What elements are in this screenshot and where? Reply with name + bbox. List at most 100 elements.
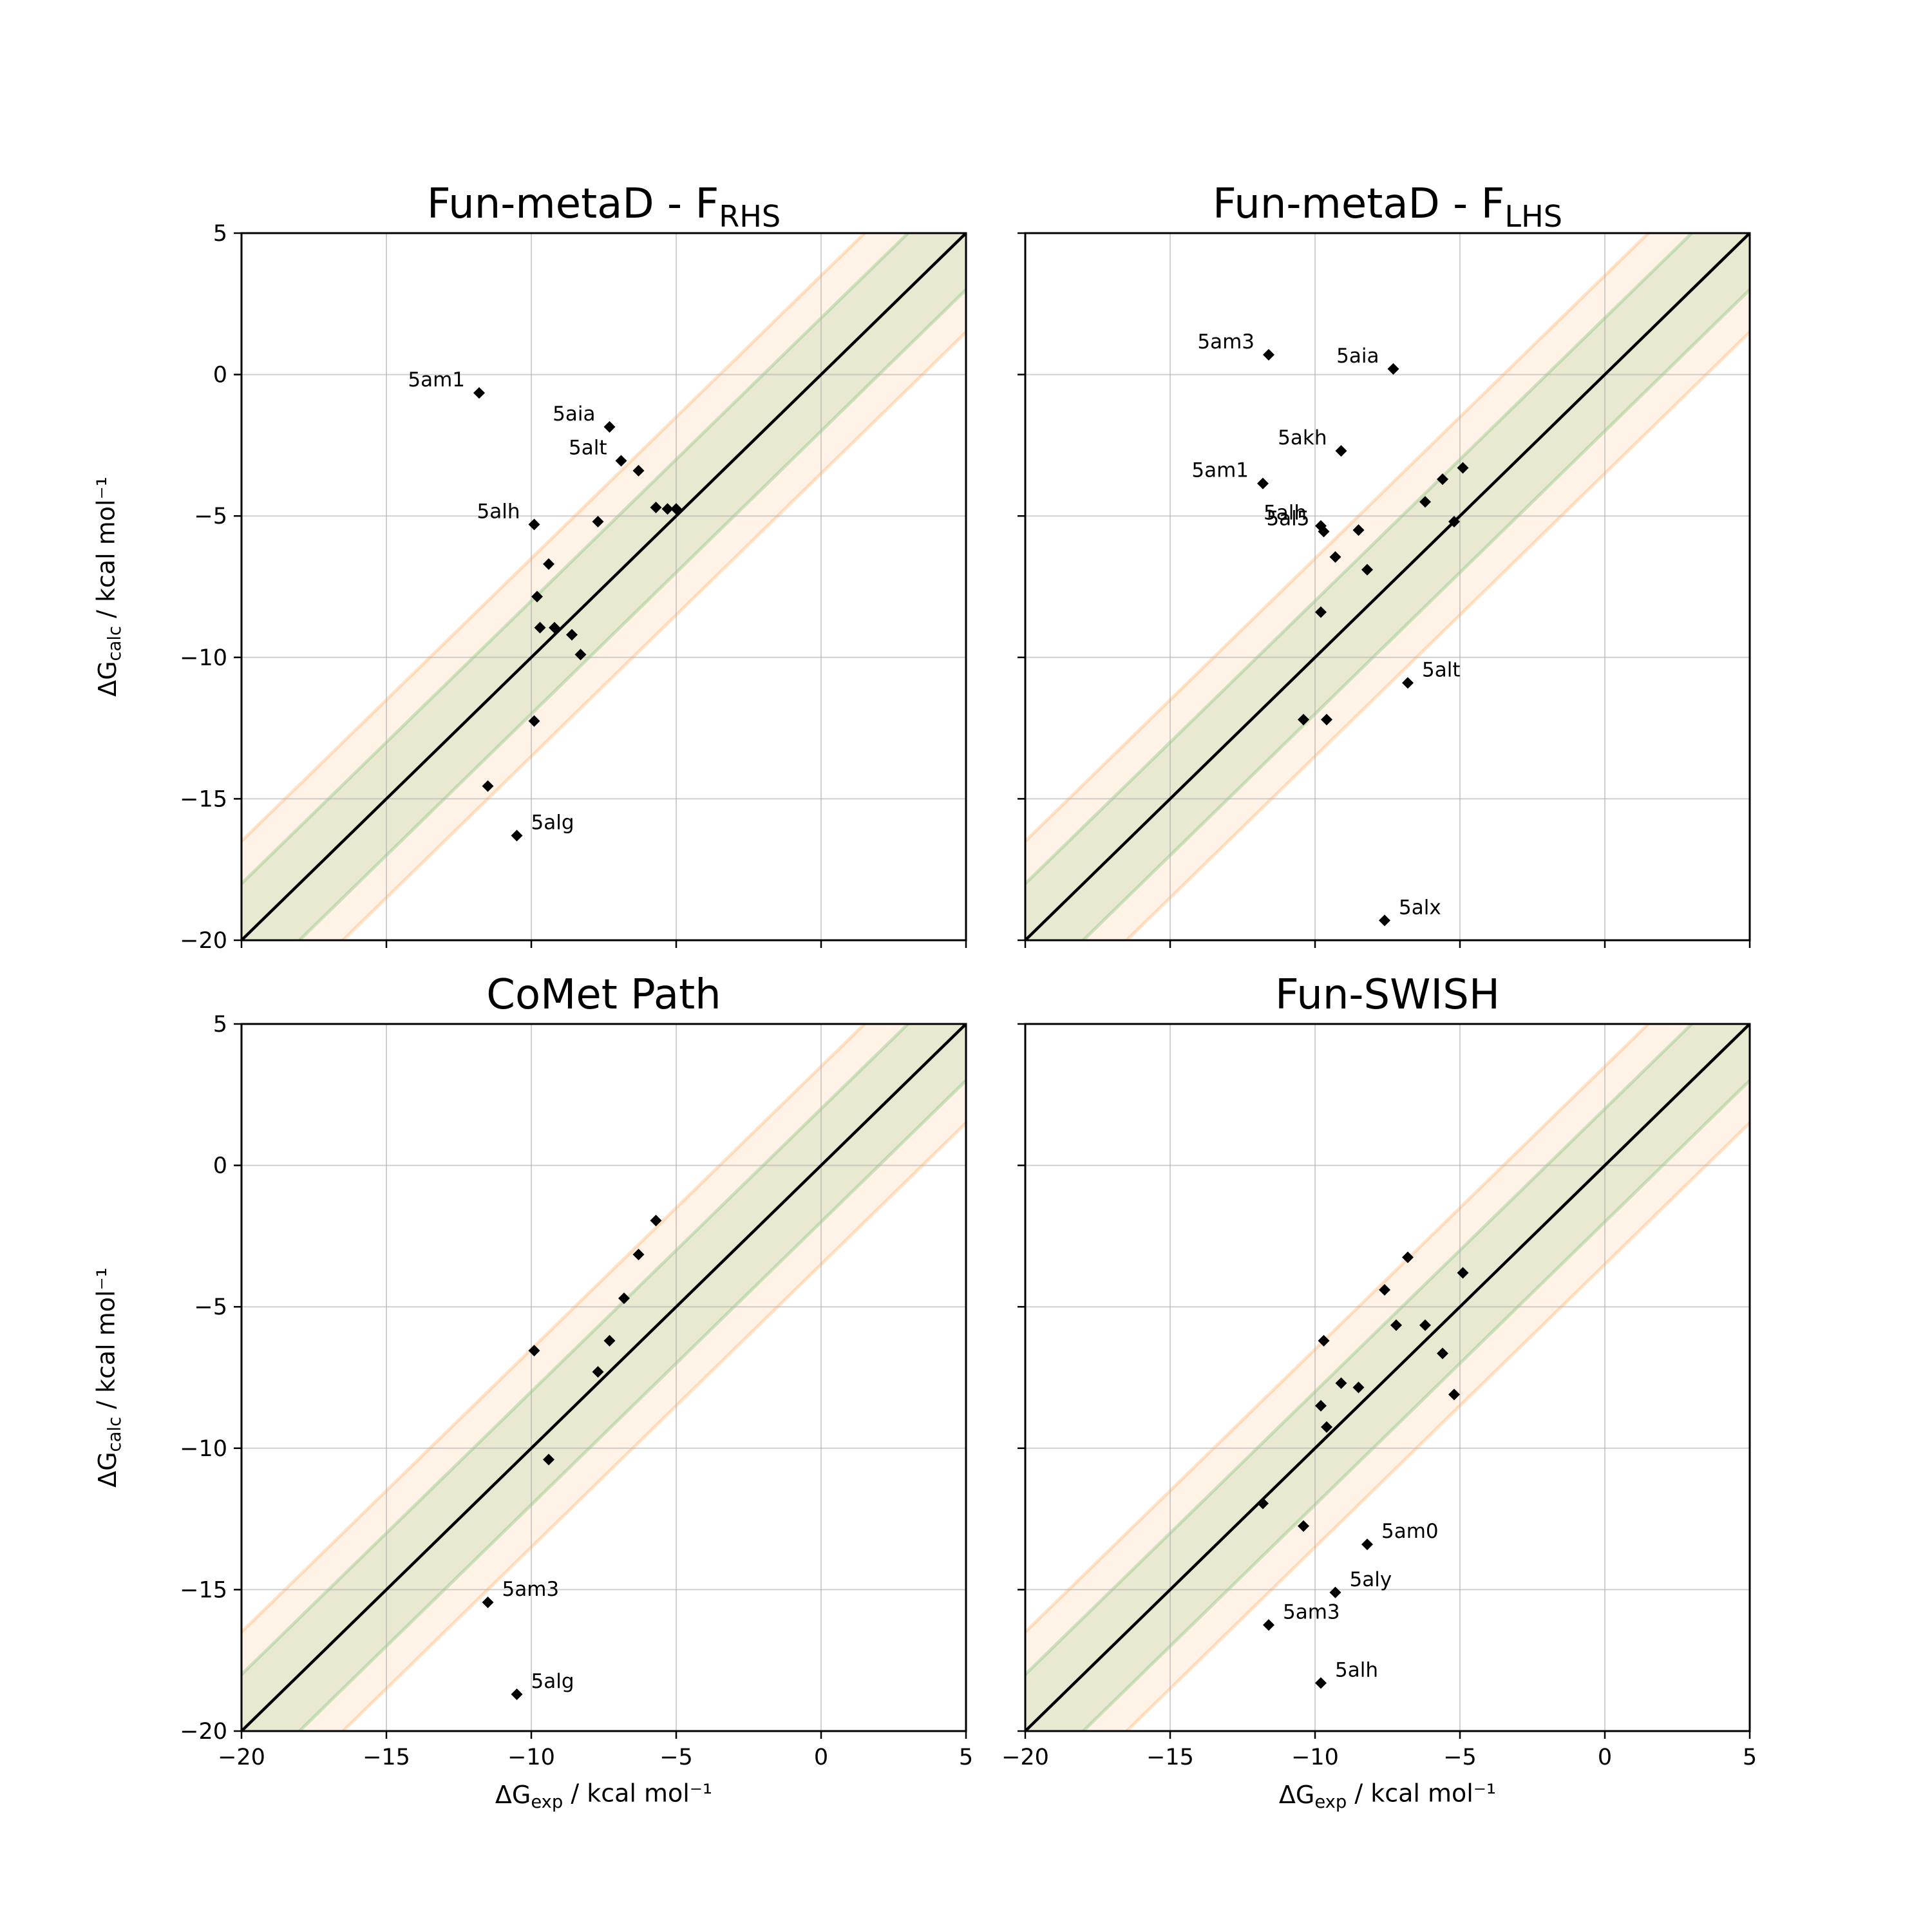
data-point: [1437, 473, 1448, 486]
data-point: [528, 518, 540, 531]
x-axis-label: ΔGexp / kcal mol⁻¹: [495, 1779, 712, 1812]
data-point: [650, 502, 662, 514]
data-point: [592, 515, 604, 527]
y-tick-label: 0: [213, 1153, 227, 1179]
y-tick-label: −5: [194, 504, 227, 529]
data-point: [543, 1454, 554, 1466]
point-label: 5am1: [1191, 459, 1249, 482]
x-tick-label: 0: [814, 1745, 828, 1770]
y-tick-label: −20: [180, 928, 227, 954]
point-label: 5am1: [408, 368, 465, 392]
data-point: [1361, 564, 1373, 576]
chart-title: CoMet Path: [486, 971, 721, 1019]
y-tick-label: −10: [180, 1436, 227, 1462]
plot-area: [242, 1024, 966, 1731]
data-point: [1457, 1267, 1469, 1279]
point-label: 5am3: [1283, 1600, 1340, 1624]
data-point: [1390, 1319, 1402, 1331]
point-label: 5al5: [1266, 507, 1309, 530]
identity-line: [1025, 233, 1750, 940]
data-point: [574, 649, 587, 661]
data-point: [603, 1334, 616, 1347]
band-edge-line: [242, 1024, 911, 1676]
x-tick-label: 5: [959, 1745, 973, 1770]
identity-line: [242, 1024, 966, 1731]
data-point: [592, 1366, 604, 1378]
data-point: [1298, 1520, 1309, 1532]
data-point: [1321, 1421, 1332, 1433]
identity-line: [1025, 1024, 1750, 1731]
band-edge-line: [242, 233, 867, 843]
data-point: [1329, 1586, 1341, 1598]
data-point: [1352, 1381, 1365, 1394]
band-edge-line: [1025, 233, 1651, 843]
data-point: [1318, 1334, 1330, 1347]
band-edge-line: [340, 1121, 966, 1731]
chart-title-main: Fun-SWISH: [1275, 971, 1500, 1019]
axes-frame: [1024, 232, 1751, 942]
data-point: [1335, 445, 1347, 457]
band-edge-line: [242, 233, 911, 885]
data-point: [1379, 914, 1390, 927]
data-point: [1448, 1388, 1460, 1401]
axes-frame: [240, 1023, 967, 1732]
point-label: 5am3: [502, 1578, 560, 1601]
plot-area: [1025, 233, 1750, 940]
data-point: [1315, 1677, 1327, 1689]
data-point: [603, 421, 616, 433]
band-edge-line: [1081, 289, 1750, 940]
chart-title-subscript: RHS: [719, 199, 781, 234]
data-point: [473, 387, 485, 399]
x-tick-label: −20: [218, 1745, 265, 1770]
chart-title-subscript: LHS: [1504, 199, 1562, 234]
data-point: [1361, 1539, 1373, 1551]
data-point: [1257, 1497, 1269, 1510]
y-tick-label: −5: [194, 1294, 227, 1320]
x-tick-label: 5: [1743, 1745, 1757, 1770]
data-point: [632, 464, 645, 477]
plot-area: [1025, 1024, 1750, 1731]
data-point: [528, 715, 540, 727]
data-point: [1419, 496, 1431, 508]
band-edge-line: [340, 330, 966, 940]
data-point: [511, 1688, 523, 1700]
x-tick-label: −5: [659, 1745, 693, 1770]
data-point: [1457, 462, 1469, 474]
chart-panel-3: 5am3 5alg −20 −15 −10 −5 0 5 −20 −15 −10 −5 0 5 CoMet …: [91, 971, 973, 1812]
y-tick-label: 0: [213, 363, 227, 388]
data-point: [615, 455, 627, 467]
data-point: [1379, 1283, 1390, 1296]
y-tick-label: 5: [213, 221, 227, 247]
data-point: [661, 503, 674, 515]
data-point: [618, 1293, 630, 1305]
chart-panel-1: 5am1 5aia 5alt 5alh 5alg −20 −15 −10 −5 0 5 Fun-met…: [91, 180, 967, 954]
data-point: [1329, 551, 1341, 563]
data-point: [531, 591, 543, 603]
data-point: [1321, 714, 1332, 726]
x-tick-label: −10: [1291, 1745, 1339, 1770]
point-label: 5aia: [553, 402, 595, 426]
data-point: [650, 1215, 662, 1227]
data-point: [1335, 1377, 1347, 1389]
data-point: [1298, 714, 1309, 726]
data-point: [543, 558, 554, 570]
chart-title: Fun-metaD - FRHS: [427, 180, 781, 234]
band-edge-line: [1081, 1079, 1750, 1731]
y-axis-label: ΔGcalc / kcal mol⁻¹: [91, 1267, 125, 1488]
band-edge-line: [1025, 1024, 1694, 1676]
chart-title: Fun-SWISH: [1275, 971, 1500, 1019]
data-point: [1448, 515, 1460, 527]
x-tick-label: −5: [1443, 1745, 1477, 1770]
axes-frame: [240, 232, 967, 942]
plot-area: [242, 233, 966, 940]
data-point: [528, 1345, 540, 1357]
x-tick-label: 0: [1598, 1745, 1612, 1770]
y-tick-label: −15: [180, 1577, 227, 1603]
point-label: 5alg: [531, 1670, 574, 1693]
data-point: [1315, 606, 1327, 618]
x-tick-label: −15: [363, 1745, 410, 1770]
data-point: [549, 621, 560, 634]
data-point: [1352, 524, 1365, 536]
x-tick-label: −10: [507, 1745, 555, 1770]
